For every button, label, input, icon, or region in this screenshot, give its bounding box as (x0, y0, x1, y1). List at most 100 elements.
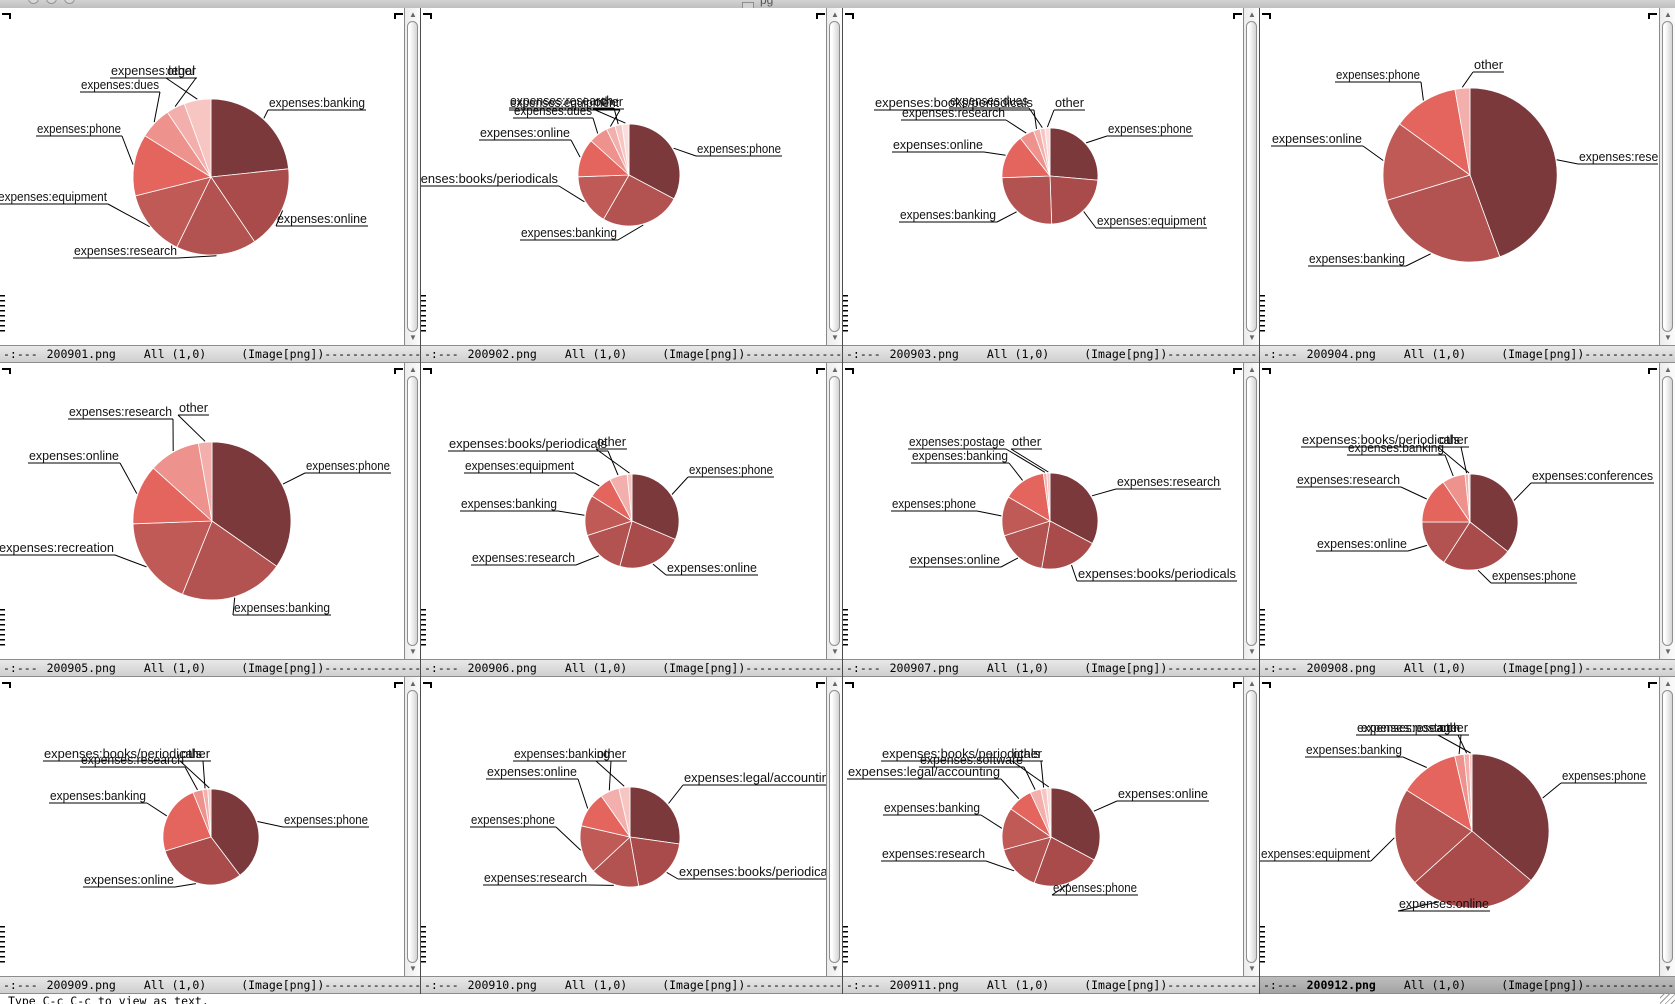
scroll-down-icon[interactable]: ▼ (409, 964, 417, 973)
scroll-down-icon[interactable]: ▼ (1664, 333, 1672, 342)
scrollbar[interactable]: ▲ ▼ (404, 677, 420, 976)
image-buffer[interactable]: expenses:online expenses:phone expenses:re… (843, 677, 1259, 976)
image-buffer[interactable]: expenses:legal/accounting expenses:books/… (421, 677, 842, 976)
modeline-200908.png[interactable]: -:--- 200908.png All (1,0) (Image[png]) ----… (1260, 659, 1675, 677)
slice-label: expenses:research (472, 551, 575, 565)
scrollbar-thumb[interactable] (1246, 690, 1257, 963)
image-buffer[interactable]: expenses:phone expenses:banking expenses:b… (421, 8, 842, 345)
image-buffer[interactable]: expenses:phone expenses:banking expenses:r… (0, 363, 420, 659)
scrollbar[interactable]: ▲ ▼ (826, 677, 842, 976)
scrollbar[interactable]: ▲ ▼ (826, 363, 842, 659)
scroll-up-icon[interactable]: ▲ (1664, 10, 1672, 19)
pie-slice (579, 825, 631, 872)
image-buffer[interactable]: expenses:phone expenses:online expenses:re… (421, 363, 842, 659)
scrollbar[interactable]: ▲ ▼ (1659, 8, 1675, 345)
pie-slice (1046, 787, 1052, 838)
scrollbar-thumb[interactable] (1246, 376, 1257, 646)
scrollbar-thumb[interactable] (1662, 376, 1673, 646)
scrollbar-thumb[interactable] (1246, 21, 1257, 332)
scroll-up-icon[interactable]: ▲ (831, 365, 839, 374)
scroll-up-icon[interactable]: ▲ (831, 679, 839, 688)
fringe-corner-mark (2, 13, 11, 19)
modeline-200905.png[interactable]: -:--- 200905.png All (1,0) (Image[png]) ----… (0, 659, 420, 677)
slice-label: expenses:banking (521, 226, 617, 240)
modeline-200901.png[interactable]: -:--- 200901.png All (1,0) (Image[png]) ----… (0, 345, 420, 363)
modeline-200906.png[interactable]: -:--- 200906.png All (1,0) (Image[png]) ----… (421, 659, 842, 677)
label-leader-line (275, 210, 284, 227)
scrollbar[interactable]: ▲ ▼ (1243, 677, 1259, 976)
modeline-200912.png[interactable]: -:--- 200912.png All (1,0) (Image[png]) ----… (1260, 976, 1675, 994)
modeline-major-mode: (Image[png]) (1501, 978, 1585, 992)
scrollbar-thumb[interactable] (829, 376, 840, 646)
image-buffer[interactable]: expenses:conferences expenses:phone expens… (1260, 363, 1675, 659)
label-leader-line (608, 760, 612, 791)
scroll-down-icon[interactable]: ▼ (1248, 964, 1256, 973)
scrollbar-thumb[interactable] (1662, 21, 1673, 332)
scroll-up-icon[interactable]: ▲ (1248, 679, 1256, 688)
modeline-dashes: ----------------------------------------… (1584, 978, 1675, 992)
pie-slice (618, 786, 631, 838)
modeline-major-mode: (Image[png]) (241, 661, 325, 675)
scroll-down-icon[interactable]: ▼ (409, 333, 417, 342)
image-buffer[interactable]: expenses:phone expenses:online expenses:ba… (0, 677, 420, 976)
slice-label: other (594, 95, 623, 109)
scroll-down-icon[interactable]: ▼ (1664, 964, 1672, 973)
image-buffer[interactable]: expenses:research expenses:banking expense… (1260, 8, 1675, 345)
image-buffer[interactable]: expenses:research expenses:books/periodic… (843, 363, 1259, 659)
resize-grip-icon[interactable] (1660, 993, 1675, 1004)
scroll-up-icon[interactable]: ▲ (1664, 679, 1672, 688)
scrollbar[interactable]: ▲ ▼ (1243, 8, 1259, 345)
scroll-up-icon[interactable]: ▲ (1248, 365, 1256, 374)
image-buffer[interactable]: expenses:phone expenses:online expenses:eq… (1260, 677, 1675, 976)
scrollbar-thumb[interactable] (1662, 690, 1673, 963)
scroll-down-icon[interactable]: ▼ (1664, 647, 1672, 656)
echo-area[interactable]: Type C-c C-c to view as text. (0, 994, 1675, 1004)
scroll-up-icon[interactable]: ▲ (409, 10, 417, 19)
scrollbar[interactable]: ▲ ▼ (1243, 363, 1259, 659)
scrollbar-thumb[interactable] (829, 690, 840, 963)
modeline-prefix: -:--- (3, 661, 38, 675)
scrollbar-thumb[interactable] (407, 690, 418, 963)
pie-chart-image: expenses:research expenses:books/periodic… (891, 435, 1237, 582)
image-buffer[interactable]: expenses:phone expenses:equipment expenses… (843, 8, 1259, 345)
modeline-200907.png[interactable]: -:--- 200907.png All (1,0) (Image[png]) ----… (843, 659, 1259, 677)
modeline-200911.png[interactable]: -:--- 200911.png All (1,0) (Image[png]) ----… (843, 976, 1259, 994)
slice-label: expenses:equipment (1261, 847, 1370, 861)
scrollbar[interactable]: ▲ ▼ (826, 8, 842, 345)
scroll-up-icon[interactable]: ▲ (409, 679, 417, 688)
scroll-down-icon[interactable]: ▼ (1248, 333, 1256, 342)
modeline-200903.png[interactable]: -:--- 200903.png All (1,0) (Image[png]) ----… (843, 345, 1259, 363)
scrollbar[interactable]: ▲ ▼ (1659, 677, 1675, 976)
label-leader-line (617, 224, 644, 241)
scroll-up-icon[interactable]: ▲ (1664, 365, 1672, 374)
slice-label: expenses:postage (909, 435, 1005, 449)
scroll-down-icon[interactable]: ▼ (831, 964, 839, 973)
scroll-down-icon[interactable]: ▼ (831, 647, 839, 656)
scroll-up-icon[interactable]: ▲ (831, 10, 839, 19)
scroll-up-icon[interactable]: ▲ (1248, 10, 1256, 19)
label-leader-line (673, 147, 697, 157)
modeline-major-mode: (Image[png]) (241, 978, 325, 992)
modeline-200910.png[interactable]: -:--- 200910.png All (1,0) (Image[png]) ----… (421, 976, 842, 994)
fringe-corner-mark (1233, 13, 1242, 19)
scroll-down-icon[interactable]: ▼ (409, 647, 417, 656)
slice-label: expenses:equipment (0, 190, 107, 204)
scrollbar[interactable]: ▲ ▼ (404, 363, 420, 659)
modeline-200904.png[interactable]: -:--- 200904.png All (1,0) (Image[png]) ----… (1260, 345, 1675, 363)
scrollbar[interactable]: ▲ ▼ (404, 8, 420, 345)
scrollbar-thumb[interactable] (829, 21, 840, 332)
scroll-down-icon[interactable]: ▼ (831, 333, 839, 342)
modeline-major-mode: (Image[png]) (1084, 347, 1168, 361)
scroll-down-icon[interactable]: ▼ (1248, 647, 1256, 656)
scrollbar-thumb[interactable] (407, 21, 418, 332)
slice-label: expenses:equipment (1097, 214, 1206, 228)
pie-slice (1033, 836, 1095, 887)
image-buffer[interactable]: expenses:banking expenses:online expenses:… (0, 8, 420, 345)
scroll-up-icon[interactable]: ▲ (409, 365, 417, 374)
pie-chart-image: expenses:phone expenses:banking expenses:b… (421, 94, 782, 241)
scrollbar-thumb[interactable] (407, 376, 418, 646)
modeline-200909.png[interactable]: -:--- 200909.png All (1,0) (Image[png]) ----… (0, 976, 420, 994)
modeline-200902.png[interactable]: -:--- 200902.png All (1,0) (Image[png]) ----… (421, 345, 842, 363)
pie-slice (132, 467, 214, 525)
scrollbar[interactable]: ▲ ▼ (1659, 363, 1675, 659)
